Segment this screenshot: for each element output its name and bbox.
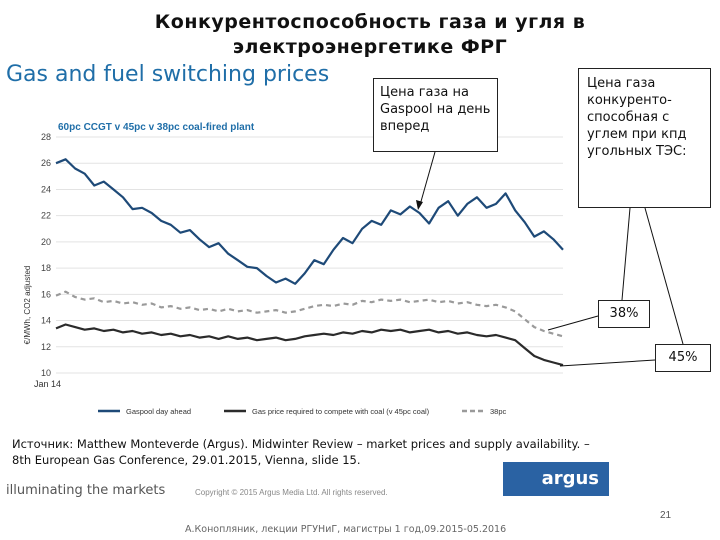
chart-grid [56,136,563,374]
y-axis-label: €/MWh, CO2 adjusted [23,266,32,345]
y-tick-20: 20 [41,237,51,247]
pointer-38 [547,315,599,331]
argus-logo: argus [503,462,609,496]
legend-label-2: Gas price required to compete with coal … [252,407,430,416]
page-number: 21 [660,510,672,521]
legend-label-3: 38pc [490,407,507,416]
argus-tagline: illuminating the markets [6,483,166,498]
y-tick-28: 28 [41,132,51,142]
y-tick-16: 16 [41,289,51,299]
chart-legend: Gaspool day ahead Gas price required to c… [98,407,507,416]
slide-title: Конкурентоспособность газа и угля в элек… [154,11,586,58]
callout-gaspool: Цена газа на Gaspool на день вперед [373,78,498,152]
chart-title: 60pc CCGT v 45pc v 38pc coal-fired plant [58,122,255,133]
series-line-2 [55,323,564,367]
x-tick-label: Jan 14 [34,379,61,389]
source-note: Источник: Matthew Monteverde (Argus). Mi… [12,437,590,467]
pointer-45 [559,359,656,367]
callout-38-percent: 38% [598,300,650,328]
chart-subtitle: Gas and fuel switching prices [6,62,330,87]
y-tick-labels: 10 12 14 16 18 20 22 24 26 28 [41,132,51,378]
y-tick-14: 14 [41,316,51,326]
series-line-1 [55,158,564,285]
y-tick-24: 24 [41,184,51,194]
y-tick-12: 12 [41,342,51,352]
y-tick-10: 10 [41,368,51,378]
series-line-3 [55,290,564,338]
callout-arrows [416,151,684,367]
arrow-gaspool [419,151,436,206]
connector-45 [644,207,684,345]
series-layer [55,158,564,367]
y-tick-22: 22 [41,211,51,221]
y-tick-26: 26 [41,158,51,168]
legend-label-1: Gaspool day ahead [126,407,191,416]
callout-competitive-price: Цена газа конкуренто-способная с углем п… [578,68,711,208]
footer-credit: А.Конопляник, лекции РГУНиГ, магистры 1 … [185,524,507,535]
y-tick-18: 18 [41,263,51,273]
callout-45-percent: 45% [655,344,711,372]
copyright-note: Copyright © 2015 Argus Media Ltd. All ri… [195,488,388,497]
arrowhead-gaspool [416,200,423,210]
connector-38 [621,207,631,301]
